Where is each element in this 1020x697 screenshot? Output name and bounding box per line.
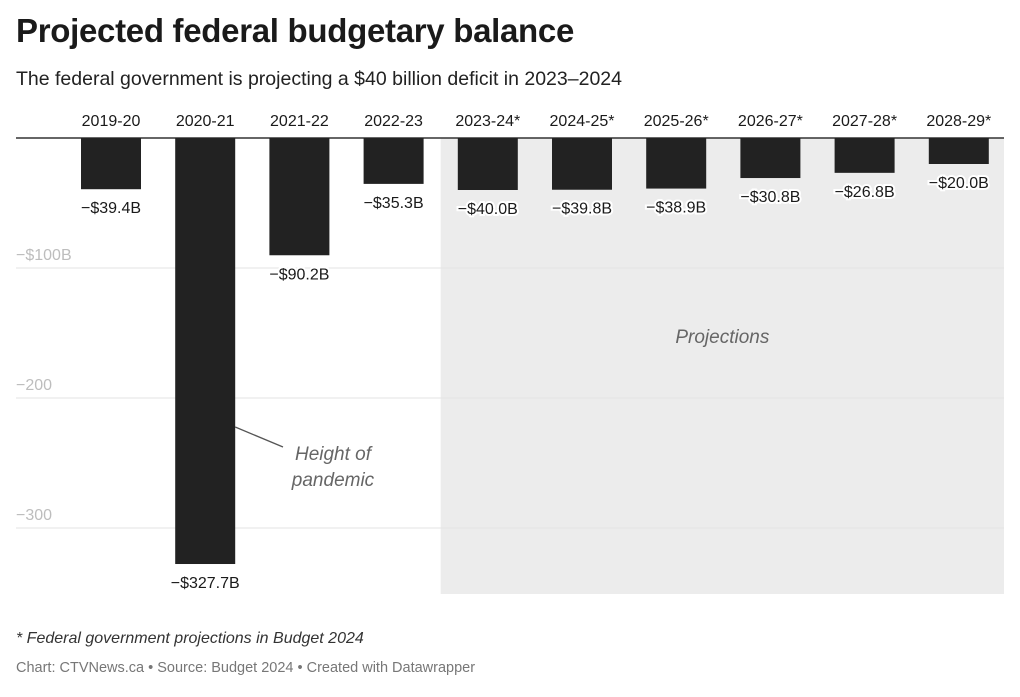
y-tick-label: −$100B — [16, 247, 72, 264]
pandemic-annotation-line2: pandemic — [291, 470, 375, 491]
bar — [269, 138, 330, 256]
value-label: −$40.0B — [458, 201, 518, 218]
value-label: −$35.3B — [364, 195, 424, 212]
category-label: 2020-21 — [176, 113, 235, 130]
bar — [81, 138, 141, 190]
category-label: 2027-28* — [832, 113, 897, 130]
y-tick-label: −200 — [16, 377, 52, 394]
category-label: 2028-29* — [926, 113, 991, 130]
category-label: 2022-23 — [364, 113, 423, 130]
bar — [363, 138, 424, 184]
projections-annotation: Projections — [675, 327, 769, 348]
category-label: 2019-20 — [82, 113, 141, 130]
value-label: −$90.2B — [269, 266, 329, 283]
footnote: * Federal government projections in Budg… — [16, 630, 364, 647]
category-label: 2024-25* — [550, 113, 615, 130]
chart-title: Projected federal budgetary balance — [16, 12, 575, 49]
value-label: −$38.9B — [646, 200, 706, 217]
bar — [928, 138, 989, 164]
bar-chart: −$100B −200 −300 2019-20 −$39.4B 2020-21 −$32… — [16, 113, 1004, 594]
labels-layer: 2019-20 −$39.4B 2020-21 −$327.7B 2021-22 −$90… — [79, 113, 991, 594]
bar — [457, 138, 518, 190]
projection-region — [440, 138, 1004, 594]
bar — [646, 138, 707, 189]
pandemic-annotation-line1: Height of — [295, 444, 373, 465]
category-label: 2023-24* — [455, 113, 520, 130]
value-label: −$327.7B — [171, 575, 240, 592]
bar — [740, 138, 801, 179]
value-label: −$26.8B — [835, 184, 895, 201]
category-label: 2025-26* — [644, 113, 709, 130]
value-label: −$20.0B — [929, 175, 989, 192]
value-label: −$39.8B — [552, 201, 612, 218]
pandemic-annotation-connector — [234, 426, 284, 448]
category-label: 2021-22 — [270, 113, 329, 130]
bar — [834, 138, 895, 173]
value-label: −$30.8B — [740, 189, 800, 206]
projection-background-layer — [440, 138, 1004, 594]
bar — [175, 138, 236, 565]
value-label: −$39.4B — [81, 200, 141, 217]
credits: Chart: CTVNews.ca • Source: Budget 2024 … — [16, 660, 476, 676]
bars-layer — [81, 138, 989, 565]
chart-subtitle: The federal government is projecting a $… — [16, 68, 622, 90]
bar — [552, 138, 612, 190]
category-label: 2026-27* — [738, 113, 803, 130]
y-tick-label: −300 — [16, 507, 52, 524]
annotations-layer: Projections Height of pandemic — [234, 327, 770, 491]
